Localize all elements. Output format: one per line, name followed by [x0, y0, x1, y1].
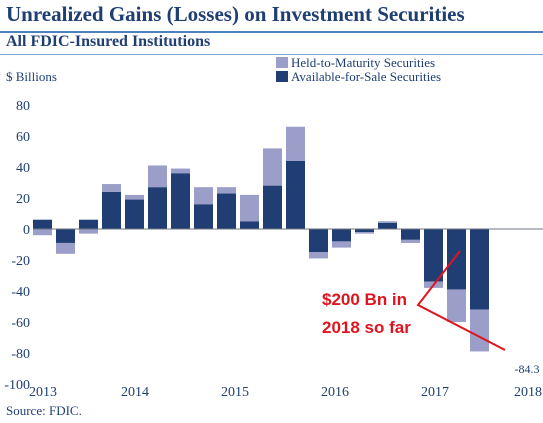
bar-afs: [125, 199, 144, 229]
legend-swatch: [276, 57, 288, 68]
bar-htm: [309, 252, 328, 259]
bar-htm: [33, 229, 52, 236]
y-tick-label: 40: [16, 161, 30, 176]
y-tick-label: 60: [16, 130, 30, 145]
bar-afs: [102, 191, 121, 229]
title-rule: [0, 31, 543, 33]
bar-htm: [286, 126, 305, 161]
legend-label: Held-to-Maturity Securities: [291, 55, 435, 70]
y-tick-label: -20: [11, 254, 30, 269]
y-tick-label: -40: [11, 285, 30, 300]
bar-afs: [309, 229, 328, 253]
y-tick-label: -60: [11, 316, 30, 331]
y-axis-label: $ Billions: [6, 69, 57, 84]
bar-afs: [447, 229, 466, 290]
bar-htm: [194, 187, 213, 205]
bar-htm: [171, 168, 190, 174]
x-tick-label: 2018: [514, 385, 542, 400]
bar-afs: [424, 229, 443, 282]
bar-htm: [355, 232, 374, 234]
bar-afs: [217, 193, 236, 229]
bar-afs: [470, 229, 489, 310]
bar-afs: [401, 229, 420, 240]
bar-afs: [332, 229, 351, 242]
bar-afs: [263, 185, 282, 229]
x-tick-label: 2015: [221, 385, 249, 400]
bar-htm: [263, 148, 282, 186]
bar-htm: [447, 289, 466, 322]
bar-htm: [217, 187, 236, 194]
bar-afs: [378, 222, 397, 229]
bar-htm: [125, 194, 144, 200]
bar-htm: [240, 194, 259, 222]
chart-title: Unrealized Gains (Losses) on Investment …: [6, 2, 465, 26]
bar-htm: [378, 221, 397, 223]
bar-htm: [332, 241, 351, 248]
bar-afs: [355, 229, 374, 233]
bar-afs: [194, 204, 213, 229]
bar-htm: [148, 165, 167, 188]
bar-afs: [171, 173, 190, 229]
bar-afs: [56, 229, 75, 243]
annotation-text: $200 Bn in: [322, 290, 407, 309]
subtitle-rule: [0, 54, 543, 55]
bar-htm: [401, 239, 420, 243]
bar-afs: [286, 160, 305, 229]
y-tick-label: 80: [16, 99, 30, 114]
data-label: -84.3: [515, 362, 540, 376]
x-tick-label: 2014: [121, 385, 149, 400]
x-tick-label: 2017: [421, 385, 449, 400]
bar-htm: [102, 184, 121, 192]
y-tick-label: 20: [16, 192, 30, 207]
x-tick-label: 2016: [321, 385, 349, 400]
annotation-pointer: [416, 250, 506, 351]
y-tick-label: 0: [23, 223, 30, 238]
legend-swatch: [276, 71, 288, 82]
bar-afs: [79, 219, 98, 229]
chart-subtitle: All FDIC-Insured Institutions: [6, 33, 211, 50]
bar-afs: [240, 221, 259, 229]
bar-htm: [470, 309, 489, 352]
bar-afs: [33, 219, 52, 229]
y-tick-label: -80: [11, 347, 30, 362]
bar-afs: [148, 187, 167, 229]
source-note: Source: FDIC.: [6, 403, 82, 418]
annotation-text: 2018 so far: [322, 318, 411, 337]
y-tick-label: -100: [4, 378, 30, 393]
bar-htm: [79, 229, 98, 234]
legend-label: Available-for-Sale Securities: [291, 69, 441, 84]
bar-htm: [56, 242, 75, 254]
x-tick-label: 2013: [29, 385, 57, 400]
